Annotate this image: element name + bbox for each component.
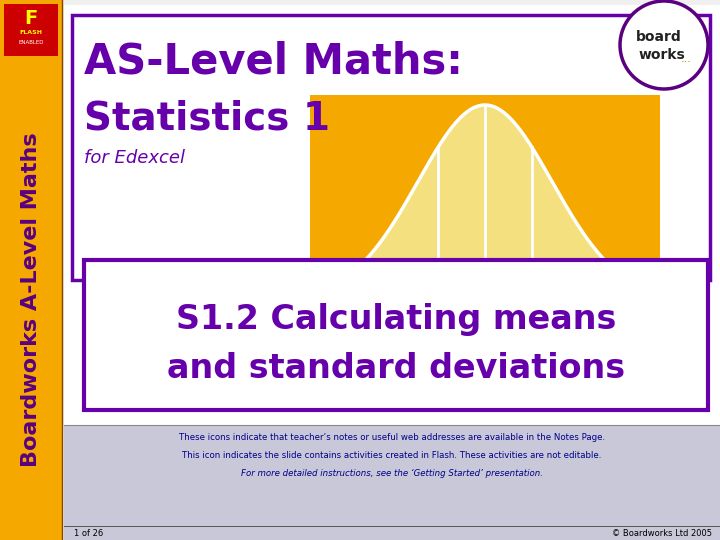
- Text: This icon indicates the slide contains activities created in Flash. These activi: This icon indicates the slide contains a…: [182, 451, 602, 461]
- Bar: [0, 0, 62, 540]
- Text: and standard deviations: and standard deviations: [167, 352, 625, 384]
- Text: 1 of 26: 1 of 26: [74, 529, 103, 537]
- Bar: [64, 425, 720, 540]
- Text: ENABLED: ENABLED: [18, 40, 44, 45]
- Text: AS-Level Maths:: AS-Level Maths:: [84, 41, 463, 83]
- Text: FLASH: FLASH: [19, 30, 42, 36]
- Text: © Boardworks Ltd 2005: © Boardworks Ltd 2005: [612, 529, 712, 537]
- Bar: [84, 260, 708, 410]
- Text: S1.2 Calculating means: S1.2 Calculating means: [176, 303, 616, 336]
- Bar: [4, 4, 58, 56]
- Text: F: F: [24, 9, 37, 28]
- Text: These icons indicate that teacher’s notes or useful web addresses are available : These icons indicate that teacher’s note…: [179, 434, 605, 442]
- Text: works: works: [639, 48, 685, 62]
- Text: For more detailed instructions, see the ‘Getting Started’ presentation.: For more detailed instructions, see the …: [241, 469, 543, 478]
- Bar: [310, 95, 660, 300]
- Circle shape: [620, 1, 708, 89]
- Text: ...: ...: [680, 54, 691, 64]
- Text: Statistics 1: Statistics 1: [84, 99, 330, 137]
- Text: board: board: [636, 30, 682, 44]
- Text: for Edexcel: for Edexcel: [84, 149, 185, 167]
- Bar: [72, 15, 710, 280]
- Text: Boardworks A-Level Maths: Boardworks A-Level Maths: [21, 133, 41, 467]
- Bar: [64, 5, 720, 425]
